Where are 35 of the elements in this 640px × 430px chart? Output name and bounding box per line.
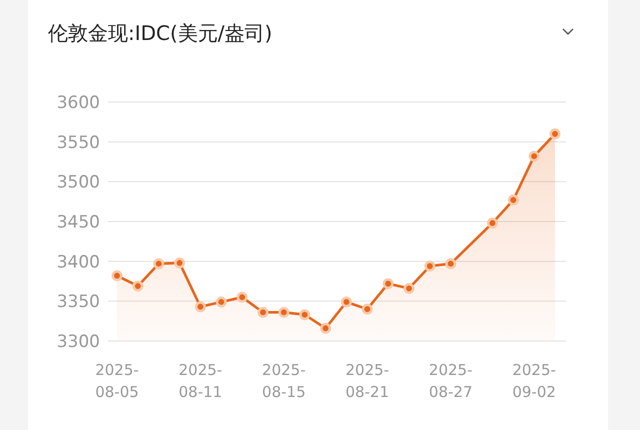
point — [174, 257, 186, 268]
point — [278, 306, 290, 318]
point — [424, 260, 436, 272]
x-tick-label: 2025-08-27 — [428, 361, 473, 401]
point — [362, 304, 373, 315]
point — [132, 280, 144, 292]
point — [508, 194, 519, 206]
point — [486, 218, 498, 229]
y-tick-label: 3300 — [56, 332, 100, 352]
point — [258, 306, 268, 318]
y-tick-label: 3600 — [56, 93, 100, 113]
point — [445, 258, 456, 270]
x-tick-label: 2025-08-21 — [345, 361, 390, 401]
y-tick-label: 3400 — [56, 252, 100, 272]
point — [299, 309, 310, 320]
point — [550, 128, 560, 140]
point — [340, 296, 352, 308]
x-tick-label: 2025-08-11 — [178, 361, 222, 401]
point — [236, 292, 248, 303]
point — [528, 150, 540, 162]
chart-title: 伦敦金现:IDC(美元/盎司) — [48, 21, 272, 45]
point — [404, 282, 414, 294]
point — [194, 301, 206, 312]
y-tick-label: 3550 — [56, 132, 100, 153]
point — [216, 296, 227, 308]
x-tick-label: 2025-09-02 — [512, 361, 556, 401]
point — [112, 270, 122, 282]
y-tick-label: 3450 — [56, 212, 100, 232]
point — [153, 258, 164, 270]
y-tick-label: 3500 — [56, 172, 100, 193]
x-tick-label: 2025-08-15 — [262, 361, 306, 401]
point — [382, 278, 394, 290]
point — [320, 322, 332, 334]
x-tick-label: 2025-08-05 — [95, 361, 139, 401]
y-tick-label: 3350 — [56, 292, 100, 312]
